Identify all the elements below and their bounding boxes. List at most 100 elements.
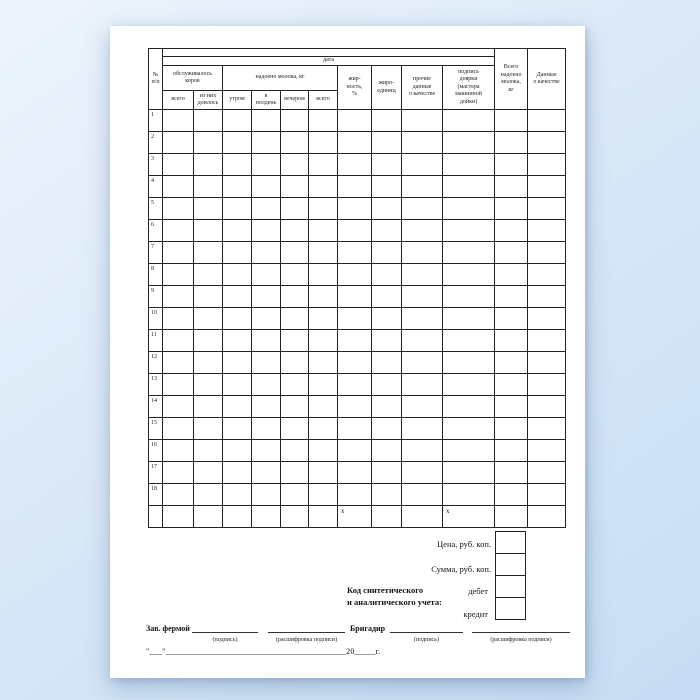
table-cell: [251, 483, 281, 506]
quality-data-header: Данные о качестве: [527, 48, 567, 110]
debit-box: [496, 576, 525, 598]
fat-units-header: жиро- единиц: [371, 65, 402, 110]
table-row: 3: [148, 153, 567, 176]
table-cell: [251, 373, 281, 396]
table-row: 10: [148, 307, 567, 330]
table-cell: [401, 241, 443, 264]
table-cell: [308, 109, 338, 132]
totals-cell: [222, 505, 252, 528]
row-number-cell: 2: [148, 131, 163, 154]
table-cell: [280, 197, 309, 220]
table-cell: [251, 329, 281, 352]
table-cell: [251, 263, 281, 286]
table-cell: [494, 263, 529, 286]
table-cell: [337, 439, 372, 462]
table-cell: [527, 109, 567, 132]
row-number-cell: 15: [148, 417, 163, 440]
transcript-caption: (расшифровка подписи): [490, 637, 552, 643]
table-cell: [371, 351, 402, 374]
table-cell: [371, 483, 402, 506]
table-cell: [222, 307, 252, 330]
table-cell: [162, 263, 194, 286]
table-cell: [527, 461, 567, 484]
table-cell: [337, 109, 372, 132]
table-cell: [441, 153, 496, 176]
table-cell: [193, 175, 223, 198]
table-row: 5: [148, 197, 567, 220]
table-cell: [308, 131, 338, 154]
table-cell: [527, 131, 567, 154]
table-cell: [441, 219, 496, 242]
row-number-cell: 1: [148, 109, 163, 132]
row-number-cell: 12: [148, 351, 163, 374]
table-cell: [162, 373, 194, 396]
table-cell: [527, 439, 567, 462]
table-cell: [527, 175, 567, 198]
table-cell: [280, 439, 309, 462]
table-cell: [280, 263, 309, 286]
table-cell: [162, 175, 194, 198]
table-cell: [222, 373, 252, 396]
signature-line: [268, 622, 345, 633]
table-cell: [441, 351, 496, 374]
totals-cell: [148, 505, 163, 528]
sum-label: Сумма, руб. коп.: [431, 564, 491, 574]
table-cell: [527, 153, 567, 176]
table-cell: [337, 197, 372, 220]
table-cell: [308, 307, 338, 330]
totals-cell: [193, 505, 223, 528]
table-cell: [162, 329, 194, 352]
totals-cell: [371, 505, 402, 528]
sub-morning-header: утром: [222, 90, 252, 110]
table-cell: [494, 197, 529, 220]
table-cell: [193, 395, 223, 418]
table-row: 13: [148, 373, 567, 396]
table-row: 18: [148, 483, 567, 506]
row-number-cell: 7: [148, 241, 163, 264]
table-cell: [162, 241, 194, 264]
table-cell: [308, 483, 338, 506]
totals-cell: х: [337, 505, 372, 528]
credit-label: кредит: [463, 609, 488, 619]
table-cell: [308, 461, 338, 484]
table-cell: [337, 483, 372, 506]
totals-cell: [251, 505, 281, 528]
table-cell: [337, 263, 372, 286]
sign-caption: (подпись): [414, 637, 439, 643]
table-cell: [162, 285, 194, 308]
table-cell: [193, 285, 223, 308]
table-cell: [308, 219, 338, 242]
table-cell: [162, 351, 194, 374]
table-cell: [494, 241, 529, 264]
table-cell: [337, 241, 372, 264]
milked-milk-header: надоено молока, кг: [222, 65, 338, 91]
totals-cell: [494, 505, 529, 528]
table-cell: [371, 219, 402, 242]
row-number-cell: 18: [148, 483, 163, 506]
table-cell: [280, 285, 309, 308]
signature-line: [390, 622, 463, 633]
table-cell: [162, 153, 194, 176]
table-cell: [193, 417, 223, 440]
table-cell: [222, 263, 252, 286]
table-cell: [441, 307, 496, 330]
table-cell: [280, 307, 309, 330]
table-cell: [401, 109, 443, 132]
table-cell: [494, 285, 529, 308]
table-cell: [251, 417, 281, 440]
table-cell: [401, 263, 443, 286]
price-label: Цена, руб. коп.: [437, 539, 491, 549]
table-cell: [371, 439, 402, 462]
table-cell: [193, 131, 223, 154]
table-cell: [280, 175, 309, 198]
row-number-cell: 16: [148, 439, 163, 462]
table-cell: [401, 197, 443, 220]
table-cell: [441, 131, 496, 154]
table-cell: [371, 241, 402, 264]
table-cell: [494, 395, 529, 418]
table-cell: [337, 153, 372, 176]
sub-milked-cows-header: из них доилось: [193, 90, 223, 110]
table-cell: [337, 373, 372, 396]
form-page: № п/п Всего надоено молока, кг Данные о …: [110, 26, 585, 678]
table-cell: [162, 307, 194, 330]
